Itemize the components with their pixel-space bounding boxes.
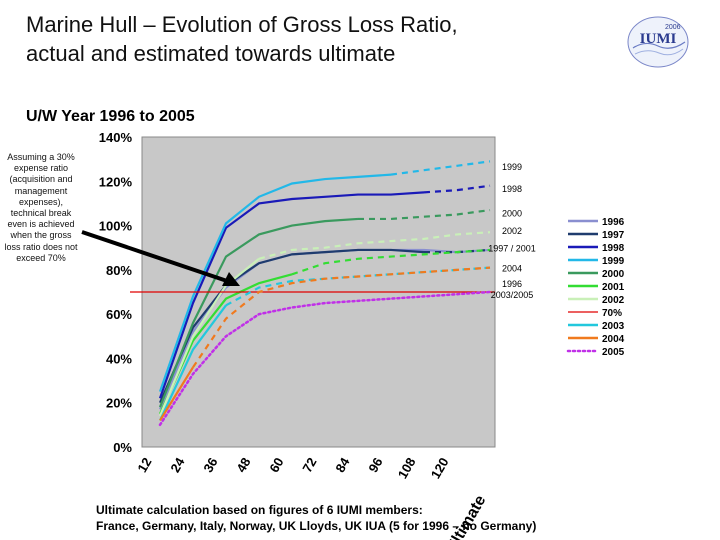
x-tick-label: 24 bbox=[167, 454, 188, 475]
end-label: 2000 bbox=[502, 208, 522, 218]
chart-subtitle: U/W Year 1996 to 2005 bbox=[26, 108, 195, 125]
legend-label-2005: 2005 bbox=[602, 347, 625, 358]
legend-label-1996: 1996 bbox=[602, 217, 625, 228]
footer-note: Ultimate calculation based on figures of… bbox=[96, 502, 536, 534]
series-1998-actual bbox=[158, 191, 425, 399]
logo-year: 2006 bbox=[665, 24, 681, 31]
y-tick-label: 120% bbox=[99, 174, 133, 189]
iumi-logo: 2006 IUMI bbox=[627, 16, 689, 68]
x-tick-label: 84 bbox=[332, 454, 353, 475]
end-label: 2004 bbox=[502, 264, 522, 274]
x-tick-label: 36 bbox=[200, 455, 220, 475]
series-2004-actual bbox=[159, 366, 194, 422]
break-even-note: Assuming a 30% expense ratio (acquisitio… bbox=[4, 152, 78, 263]
legend-label-2002: 2002 bbox=[602, 295, 625, 306]
title-line-1: Marine Hull – Evolution of Gross Loss Ra… bbox=[26, 12, 458, 37]
series-1997-actual bbox=[158, 248, 425, 404]
legend-label-1999: 1999 bbox=[602, 256, 625, 267]
legend-label-2004: 2004 bbox=[602, 334, 625, 345]
end-label: 1997 / 2001 bbox=[488, 244, 536, 254]
end-label: 2003/2005 bbox=[491, 290, 534, 300]
y-tick-label: 60% bbox=[106, 307, 132, 322]
legend-label-1997: 1997 bbox=[602, 230, 625, 241]
legend-label-2000: 2000 bbox=[602, 269, 625, 280]
y-tick-label: 100% bbox=[99, 219, 133, 234]
series-2004-estimate bbox=[192, 266, 491, 368]
series-2000-actual bbox=[158, 217, 359, 408]
legend-label-1998: 1998 bbox=[602, 243, 625, 254]
legend-label-2001: 2001 bbox=[602, 282, 625, 293]
x-tick-label: 60 bbox=[266, 455, 286, 475]
series-2002-actual bbox=[158, 257, 260, 417]
note-arrow bbox=[81, 230, 234, 285]
chart-title: Marine Hull – Evolution of Gross Loss Ra… bbox=[26, 10, 606, 68]
end-label: 1996 bbox=[502, 279, 522, 289]
series-2003-actual bbox=[159, 304, 227, 421]
title-line-2: actual and estimated towards ultimate bbox=[26, 41, 396, 66]
x-tick-label: 48 bbox=[233, 455, 253, 475]
series-1999-actual bbox=[158, 173, 392, 393]
y-tick-label: 20% bbox=[106, 396, 132, 411]
end-label: 1998 bbox=[502, 184, 522, 194]
series-1999-estimate bbox=[390, 160, 491, 176]
series-2001-estimate bbox=[291, 248, 491, 276]
series-1998-estimate bbox=[423, 184, 491, 194]
footer-line-1: Ultimate calculation based on figures of… bbox=[96, 503, 423, 517]
x-tick-label: 108 bbox=[395, 455, 419, 481]
logo-text: IUMI bbox=[640, 31, 677, 47]
x-tick-label: 120 bbox=[428, 455, 452, 481]
x-tick-label: 96 bbox=[365, 455, 385, 475]
footer-line-2: France, Germany, Italy, Norway, UK Lloyd… bbox=[96, 519, 537, 533]
series-2005-line bbox=[158, 290, 492, 427]
y-tick-label: 80% bbox=[106, 263, 132, 278]
x-tick-label: 72 bbox=[299, 455, 319, 475]
legend-label-70%: 70% bbox=[602, 308, 622, 319]
series-2000-estimate bbox=[358, 208, 491, 221]
y-tick-label: 140% bbox=[99, 130, 133, 145]
legend-label-2003: 2003 bbox=[602, 321, 625, 332]
y-tick-label: 0% bbox=[113, 440, 132, 455]
y-tick-label: 40% bbox=[106, 351, 132, 366]
note-arrow-head bbox=[222, 272, 240, 286]
end-label: 2002 bbox=[502, 226, 522, 236]
x-tick-label: 12 bbox=[134, 455, 154, 475]
end-label: 1999 bbox=[502, 162, 522, 172]
